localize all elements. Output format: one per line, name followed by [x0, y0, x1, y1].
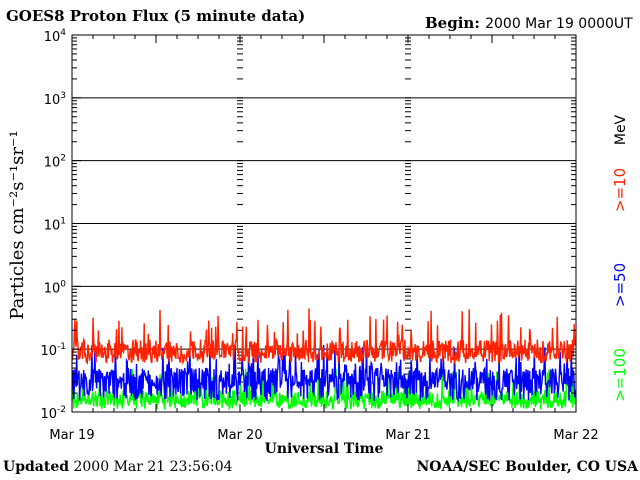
legend-entry: >=10 — [611, 168, 629, 212]
y-axis: 10-2 10-1 100 101 102 103 104 — [40, 28, 576, 422]
x-axis: Mar 19 Mar 20 Mar 21 Mar 22 — [49, 35, 599, 443]
x-axis-label: Universal Time — [265, 441, 384, 457]
credit: NOAA/SEC Boulder, CO USA — [416, 459, 639, 475]
x-tick-label: Mar 22 — [553, 428, 598, 443]
begin-value: 2000 Mar 19 0000UT — [485, 16, 633, 32]
updated-value: 2000 Mar 21 23:56:04 — [73, 459, 233, 475]
series-line — [71, 344, 577, 403]
series-lines — [71, 308, 577, 411]
begin-label: Begin: — [425, 14, 480, 32]
updated-label: Updated — [3, 459, 70, 475]
y-tick-label: 103 — [44, 91, 66, 108]
series-line — [71, 308, 577, 366]
chart-title: GOES8 Proton Flux (5 minute data) — [6, 7, 306, 25]
x-tick-label: Mar 20 — [217, 428, 262, 443]
legend-unit: MeV — [613, 114, 629, 145]
y-tick-label: 10-1 — [40, 342, 66, 359]
x-tick-label: Mar 21 — [385, 428, 430, 443]
y-tick-label: 102 — [44, 154, 66, 171]
y-tick-label: 104 — [44, 28, 67, 45]
y-axis-label: Particles cm⁻²s⁻¹sr⁻¹ — [7, 130, 28, 319]
updated-time: Updated 2000 Mar 21 23:56:04 — [3, 459, 233, 475]
legend-entry: >=100 — [611, 348, 629, 402]
x-tick-label: Mar 19 — [49, 428, 94, 443]
y-tick-label: 10-2 — [40, 405, 66, 422]
legend-entry: >=50 — [611, 263, 629, 307]
y-tick-label: 100 — [44, 279, 67, 296]
y-tick-label: 101 — [44, 217, 66, 234]
begin-time: Begin: 2000 Mar 19 0000UT — [425, 14, 633, 32]
legend: MeV >=10 >=50 >=100 — [611, 114, 629, 401]
